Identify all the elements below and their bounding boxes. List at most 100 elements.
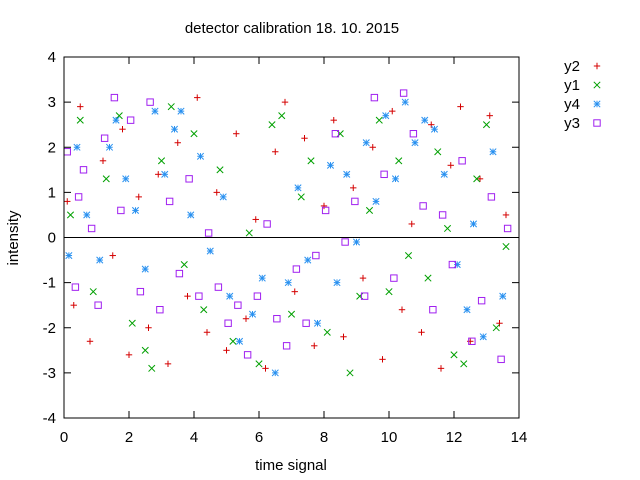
data-point-y2-43 <box>476 175 484 183</box>
data-point-y4-6 <box>122 175 130 183</box>
data-point-y2-15 <box>203 329 211 336</box>
data-point-y4-13 <box>187 211 195 219</box>
data-point-y3-24 <box>273 315 281 323</box>
data-point-y1-21 <box>307 157 315 165</box>
data-point-y2-37 <box>418 329 425 336</box>
data-point-y1-14 <box>229 337 237 345</box>
data-point-y2-22 <box>272 148 279 155</box>
data-point-y3-16 <box>195 292 203 300</box>
data-point-y2-13 <box>184 292 191 300</box>
data-point-y3-9 <box>126 116 135 124</box>
legend-item-y3: y3 <box>564 115 601 132</box>
data-point-y3-27 <box>302 319 310 327</box>
data-point-y2-26 <box>311 342 318 349</box>
data-point-y2-10 <box>155 171 162 178</box>
series-y4 <box>65 98 507 377</box>
data-point-y3-41 <box>438 211 447 219</box>
data-point-y4-3 <box>96 256 104 264</box>
data-point-y1-35 <box>460 360 468 368</box>
data-point-y2-39 <box>437 365 445 372</box>
data-point-y2-3 <box>86 338 94 345</box>
legend-marker-y4 <box>593 100 601 108</box>
series-y2 <box>64 94 510 372</box>
data-point-y1-33 <box>443 224 452 233</box>
data-point-y1-0 <box>66 211 75 219</box>
data-point-y2-42 <box>467 338 474 345</box>
data-point-y1-31 <box>424 274 432 282</box>
x-axis-label: time signal <box>255 457 327 474</box>
data-point-y2-2 <box>77 103 84 110</box>
legend-label: y4 <box>564 96 580 113</box>
data-point-y4-31 <box>372 197 380 205</box>
data-point-y2-41 <box>457 103 464 110</box>
y-tick-label: 3 <box>48 94 56 111</box>
data-point-y3-42 <box>448 260 457 269</box>
data-point-y1-36 <box>473 175 481 183</box>
data-point-y2-23 <box>281 98 289 106</box>
series-y1 <box>66 103 510 377</box>
data-point-y4-40 <box>463 306 471 314</box>
x-tick-label: 2 <box>125 429 133 446</box>
data-point-y4-41 <box>469 220 478 228</box>
data-point-y1-18 <box>278 112 286 120</box>
x-tick-label: 0 <box>60 429 68 446</box>
data-point-y3-14 <box>175 269 184 278</box>
data-point-y4-27 <box>333 279 341 287</box>
y-tick-label: 4 <box>48 49 56 66</box>
data-point-y2-36 <box>408 220 415 228</box>
data-point-y2-20 <box>252 216 259 223</box>
data-point-y4-24 <box>304 256 312 264</box>
data-point-y1-22 <box>323 328 331 336</box>
data-point-y1-7 <box>148 364 156 372</box>
data-point-y1-34 <box>450 351 458 359</box>
data-point-y4-44 <box>499 292 507 300</box>
data-point-y3-39 <box>419 202 427 210</box>
data-point-y3-46 <box>487 193 496 201</box>
data-point-y2-21 <box>262 365 269 372</box>
data-point-y2-12 <box>174 139 181 146</box>
y-axis-label: intensity <box>5 210 22 266</box>
x-tick-label: 8 <box>320 429 328 446</box>
data-point-y3-6 <box>100 134 109 142</box>
legend-marker-y1 <box>593 81 601 89</box>
data-point-y1-19 <box>287 310 296 318</box>
data-point-y2-24 <box>291 288 298 295</box>
data-point-y4-19 <box>248 310 257 318</box>
data-point-y4-43 <box>489 148 497 156</box>
data-point-y4-39 <box>453 261 461 269</box>
x-tick-label: 12 <box>446 429 463 446</box>
data-point-y4-14 <box>196 152 205 160</box>
data-point-y4-35 <box>411 139 419 147</box>
data-point-y4-37 <box>430 125 439 133</box>
data-point-y3-28 <box>312 251 320 260</box>
y-tick-label: -3 <box>43 365 56 382</box>
data-point-y3-37 <box>399 89 408 97</box>
data-point-y3-18 <box>214 283 223 291</box>
data-point-y1-17 <box>268 121 276 129</box>
data-point-y4-23 <box>294 184 302 192</box>
data-point-y4-16 <box>219 193 227 201</box>
data-point-y3-19 <box>224 319 232 327</box>
data-point-y4-10 <box>161 170 169 178</box>
data-point-y3-40 <box>429 306 437 314</box>
chart-title: detector calibration 18. 10. 2015 <box>185 20 399 37</box>
data-point-y4-4 <box>105 143 114 151</box>
data-point-y4-7 <box>131 206 140 214</box>
data-point-y3-8 <box>117 206 125 215</box>
data-point-y4-34 <box>401 98 409 106</box>
data-point-y4-26 <box>326 161 335 169</box>
data-point-y1-10 <box>180 261 188 269</box>
data-point-y2-31 <box>359 274 367 282</box>
data-point-y3-12 <box>156 306 164 314</box>
legend: y2 y1 y4 y3 <box>564 58 601 132</box>
data-point-y4-29 <box>352 238 361 246</box>
legend-marker-y3 <box>593 119 601 127</box>
data-point-y4-25 <box>313 319 322 327</box>
data-point-y3-7 <box>110 93 119 102</box>
data-point-y4-21 <box>271 369 279 377</box>
data-point-y3-26 <box>292 265 301 273</box>
y-tick-label: -1 <box>43 275 56 292</box>
legend-label: y2 <box>564 58 580 75</box>
